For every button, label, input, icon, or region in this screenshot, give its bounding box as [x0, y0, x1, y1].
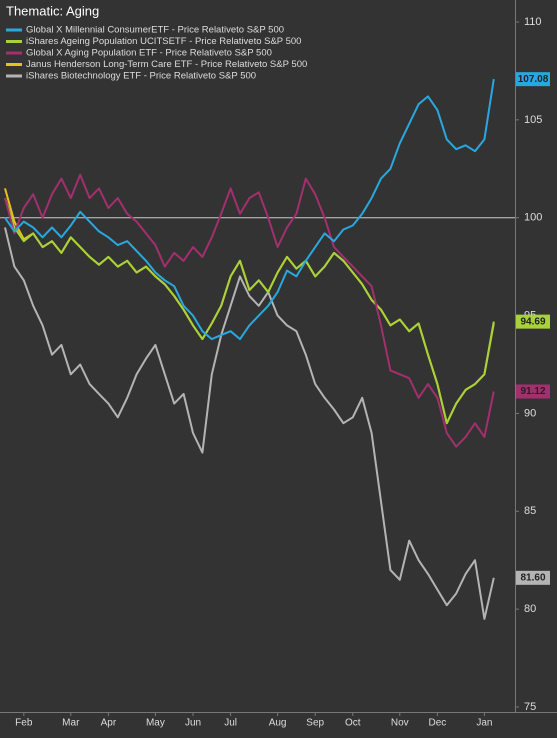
- series-line: [4, 78, 495, 341]
- series-line: [4, 173, 495, 448]
- last-value-label: 91.12: [520, 386, 545, 397]
- legend-label: Global X Aging Population ETF - Price Re…: [26, 48, 272, 59]
- last-value-badge: [516, 570, 550, 585]
- x-tick-label: Apr: [101, 718, 117, 729]
- y-tick-label: 100: [524, 212, 542, 224]
- legend-label: iShares Ageing Population UCITSETF - Pri…: [26, 36, 301, 47]
- y-tick-label: 105: [524, 114, 542, 126]
- last-value-label: 94.69: [520, 316, 545, 327]
- last-value-badge: [516, 384, 550, 399]
- last-value-badge: [516, 314, 550, 329]
- y-tick-label: 90: [524, 407, 536, 419]
- legend-label: Janus Henderson Long-Term Care ETF - Pri…: [26, 59, 307, 70]
- series-line: [4, 227, 495, 620]
- last-value-label: 107.08: [518, 74, 549, 85]
- legend-label: iShares Biotechnology ETF - Price Relati…: [26, 71, 256, 82]
- x-tick-label: Nov: [391, 718, 409, 729]
- y-tick-label: 75: [524, 701, 536, 713]
- last-value-label: 81.60: [520, 572, 545, 583]
- x-tick-label: Aug: [269, 718, 287, 729]
- x-tick-label: Mar: [62, 718, 80, 729]
- x-tick-label: May: [146, 718, 165, 729]
- x-tick-label: Dec: [429, 718, 447, 729]
- legend-label: Global X Millennial ConsumerETF - Price …: [26, 25, 284, 36]
- x-tick-label: Sep: [306, 718, 324, 729]
- last-value-badge: [516, 72, 550, 87]
- y-tick-label: 85: [524, 505, 536, 517]
- y-tick-label: 80: [524, 603, 536, 615]
- chart-title: Thematic: Aging: [6, 3, 99, 18]
- y-tick-label: 110: [524, 16, 542, 28]
- series-line: [4, 197, 495, 425]
- x-tick-label: Jul: [224, 718, 237, 729]
- x-tick-label: Feb: [15, 718, 33, 729]
- x-tick-label: Jun: [185, 718, 201, 729]
- x-tick-label: Oct: [345, 718, 361, 729]
- x-tick-label: Jan: [476, 718, 492, 729]
